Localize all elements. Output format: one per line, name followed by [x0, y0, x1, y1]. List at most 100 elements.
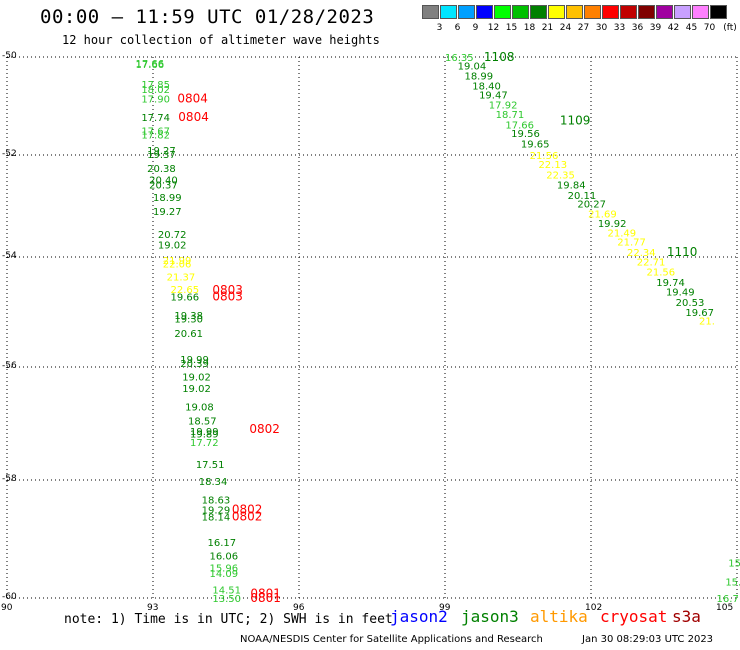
wave-height-value: 22.65 [171, 285, 200, 296]
wave-height-value: 17.51 [196, 460, 225, 471]
wave-height-value: 14.09 [209, 569, 238, 580]
wave-height-value: 19.66 [171, 293, 200, 304]
wave-height-value: 20.37 [149, 181, 178, 192]
latitude-tick-label: -56 [2, 361, 17, 371]
wave-height-value: 17.66 [135, 60, 164, 71]
legend-altika: altika [530, 607, 588, 626]
pass-time-label: 0803 [212, 283, 243, 297]
map-frame [6, 56, 738, 599]
colorbar-swatch [458, 5, 475, 19]
wave-height-value: 18.71 [496, 110, 525, 121]
pass-time-label: 1109 [560, 114, 591, 128]
colorbar-swatch [620, 5, 637, 19]
wave-height-value: 19.27 [147, 146, 176, 157]
wave-height-value: 20.61 [174, 329, 203, 340]
wave-height-value: 19.02 [182, 384, 211, 395]
wave-height-value: 16.06 [209, 552, 238, 563]
longitude-tick-label: 96 [293, 603, 305, 613]
wave-height-value: 18.14 [202, 513, 231, 524]
wave-height-value: 18.40 [472, 81, 501, 92]
wave-height-value: 17.72 [190, 438, 219, 449]
wave-height-value: 19.99 [180, 355, 209, 366]
wave-height-value: 20.72 [158, 230, 187, 241]
latitude-tick-label: -54 [2, 251, 17, 261]
wave-height-value: 22.06 [163, 260, 192, 271]
legend-jason3: jason3 [461, 607, 519, 626]
wave-height-value: 15.96 [209, 563, 238, 574]
wave-height-value: 20.27 [577, 199, 606, 210]
map-title: 00:00 — 11:59 UTC 01/28/2023 [40, 6, 375, 28]
colorbar-label: 18 [523, 23, 536, 33]
latitude-tick-label: -50 [2, 51, 17, 61]
latitude-tick-label: -58 [2, 474, 17, 484]
wave-height-value: 19.30 [174, 315, 203, 326]
wave-height-value: 17.82 [141, 130, 170, 141]
wave-height-value: 17.66 [505, 121, 534, 132]
east-track: 16.3519.0418.9918.4019.4717.9218.7117.66… [445, 50, 715, 327]
wave-height-value: 15. [725, 577, 740, 588]
wave-height-value: 19.89 [190, 430, 219, 441]
colorbar-label: 45 [685, 23, 698, 33]
colorbar-label: 27 [577, 23, 590, 33]
legend-jason2: jason2 [390, 607, 448, 626]
generation-timestamp: Jan 30 08:29:03 UTC 2023 [582, 634, 714, 645]
wave-height-value: 19.49 [666, 288, 695, 299]
wave-height-value: 19.02 [158, 240, 187, 251]
latitude-tick-label: -52 [2, 149, 17, 159]
wave-height-value: 17.67 [141, 127, 170, 138]
colorbar-swatch [530, 5, 547, 19]
wave-height-value: 20.40 [149, 175, 178, 186]
credit-line: NOAA/NESDIS Center for Satellite Applica… [240, 634, 543, 645]
wave-height-value: 22.71 [637, 257, 666, 268]
wave-height-value: 17.85 [141, 80, 170, 91]
wave-height-value: 19.92 [598, 219, 627, 230]
wave-height-value: 20.11 [568, 191, 597, 202]
wave-height-value: 20.38 [147, 164, 176, 175]
wave-height-value: 19.08 [185, 403, 214, 414]
wave-height-value: 19.56 [511, 129, 540, 140]
colorbar-swatch [566, 5, 583, 19]
wave-height-value: 17.66 [135, 59, 164, 70]
colorbar-swatch [476, 5, 493, 19]
wave-height-value: 13.50 [212, 594, 241, 605]
wave-height-value: 21.56 [530, 151, 559, 162]
pass-time-label: 0801 [250, 586, 281, 600]
wave-height-value: 17.74 [141, 113, 170, 124]
wave-height-value: 21.56 [646, 267, 675, 278]
legend-cryosat: cryosat [600, 607, 668, 626]
wave-height-value: 17.90 [141, 95, 170, 106]
colorbar-swatch [602, 5, 619, 19]
pass-time-label: 0802 [249, 422, 280, 436]
wave-height-value: 18.99 [153, 193, 182, 204]
colorbar-label: 33 [613, 23, 626, 33]
longitude-tick-label: 105 [716, 603, 734, 613]
pass-time-label: 1110 [667, 245, 698, 259]
colorbar-label: 39 [649, 23, 662, 33]
colorbar-label: 42 [667, 23, 680, 33]
wave-height-value: 22.35 [546, 170, 575, 181]
colorbar-label: 3 [436, 23, 443, 33]
colorbar-swatch [494, 5, 511, 19]
wave-height-value: 19.04 [458, 61, 487, 72]
colorbar-label: 70 [703, 23, 716, 33]
wave-height-value: 15 [728, 559, 740, 570]
wave-height-value: 21.37 [167, 272, 196, 283]
colorbar-swatch [440, 5, 457, 19]
colorbar-swatch [422, 5, 439, 19]
colorbar-label: 36 [631, 23, 644, 33]
wave-height-value: 19.99 [190, 427, 219, 438]
wave-height-value: 18.02 [141, 85, 170, 96]
colorbar-swatch [584, 5, 601, 19]
units-note: note: 1) Time is in UTC; 2) SWH is in fe… [64, 612, 393, 627]
pass-time-label: 0804 [177, 92, 208, 106]
wave-height-value: 21.49 [608, 229, 637, 240]
wave-height-value: 16.7 [717, 594, 739, 605]
longitude-tick-label: 99 [439, 603, 451, 613]
wave-height-value: 19.65 [521, 140, 550, 151]
colorbar-swatch [674, 5, 691, 19]
wave-height-value: 19.02 [182, 373, 211, 384]
wave-height-value: 21.69 [588, 210, 617, 221]
wave-height-value: 18.34 [199, 477, 228, 488]
